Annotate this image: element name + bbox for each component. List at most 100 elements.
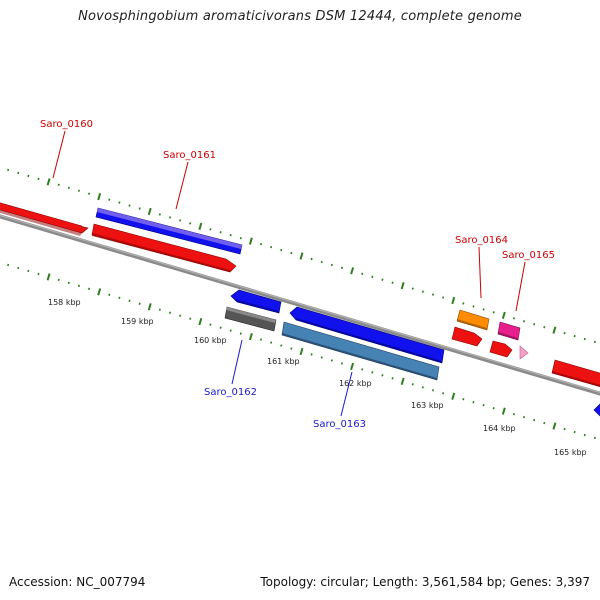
minor-tick [209, 228, 212, 231]
major-tick [552, 422, 557, 430]
minor-tick [88, 192, 91, 195]
gene-arrow[interactable] [593, 403, 600, 418]
major-tick [299, 347, 304, 356]
minor-tick [67, 281, 70, 285]
major-tick [451, 296, 456, 305]
minor-tick [128, 299, 131, 302]
major-tick [147, 207, 152, 216]
gene-arrow[interactable] [0, 200, 89, 234]
gene-label-saro-0162: Saro_0162 [204, 387, 257, 398]
gene-saro-0167[interactable] [593, 403, 600, 418]
minor-tick [57, 183, 60, 186]
accession-text: Accession: NC_007794 [9, 575, 146, 589]
minor-tick [330, 359, 333, 362]
minor-tick [259, 338, 263, 341]
minor-tick [421, 290, 424, 293]
gene-saro-0163[interactable] [289, 306, 445, 364]
major-tick [46, 178, 51, 186]
minor-tick [340, 362, 344, 365]
gene-saro-0163b[interactable] [281, 321, 440, 381]
major-tick [198, 318, 203, 326]
minor-tick [512, 317, 515, 320]
gene-saro-0161[interactable] [91, 223, 237, 273]
minor-tick [583, 433, 586, 437]
minor-tick [320, 260, 323, 264]
gene-saro-0162b[interactable] [224, 306, 277, 332]
minor-tick [371, 371, 374, 374]
genome-title: Novosphingobium aromaticivorans DSM 1244… [78, 9, 522, 24]
kbp-label-165: 165 kbp [554, 448, 587, 457]
major-tick [501, 407, 506, 415]
minor-tick [472, 305, 475, 308]
major-tick [350, 362, 355, 371]
minor-tick [381, 374, 384, 377]
kbp-label-160: 160 kbp [194, 336, 227, 345]
minor-tick [67, 186, 70, 189]
minor-tick [523, 415, 526, 419]
minor-tick [573, 334, 576, 338]
gene-arrow[interactable] [551, 359, 600, 389]
scale-ticks-top [7, 168, 596, 344]
gene-arrow[interactable] [519, 345, 529, 360]
major-tick [552, 326, 557, 334]
gene-saro-0164[interactable] [456, 309, 490, 331]
gene-arrow[interactable] [489, 340, 513, 358]
minor-tick [209, 323, 212, 326]
major-tick [400, 282, 405, 290]
gene-saro-0162[interactable] [230, 289, 282, 314]
minor-tick [77, 284, 80, 288]
minor-tick [77, 189, 80, 192]
minor-tick [17, 171, 20, 175]
minor-tick [108, 293, 111, 297]
kbp-label-159: 159 kbp [121, 317, 154, 326]
minor-tick [573, 430, 576, 434]
minor-tick [442, 392, 445, 395]
minor-tick [593, 340, 596, 344]
minor-tick [229, 329, 232, 332]
minor-tick [280, 344, 283, 347]
major-tick [46, 273, 51, 281]
minor-tick [543, 326, 546, 329]
gene-saro-0166[interactable] [551, 359, 600, 389]
minor-tick [583, 337, 586, 341]
minor-tick [270, 245, 273, 249]
minor-tick [280, 248, 283, 252]
minor-tick [270, 341, 273, 344]
gene-saro-0161b[interactable] [95, 207, 243, 255]
gene-saro-0165[interactable] [497, 321, 521, 341]
gene-arrow[interactable] [289, 306, 445, 364]
kbp-label-161: 161 kbp [267, 357, 300, 366]
gene-arrow[interactable] [451, 326, 483, 347]
minor-tick [229, 234, 232, 237]
minor-tick [563, 331, 566, 335]
gene-saro-0164b[interactable] [451, 326, 483, 347]
major-tick [451, 392, 456, 400]
minor-tick [290, 347, 293, 350]
minor-tick [492, 406, 495, 410]
minor-tick [411, 383, 414, 386]
gene-arrow[interactable] [456, 309, 490, 331]
kbp-label-162: 162 kbp [339, 379, 372, 388]
minor-tick [361, 368, 364, 371]
minor-tick [128, 204, 131, 207]
major-tick [501, 311, 506, 319]
minor-tick [17, 266, 20, 270]
gene-label-saro-0161: Saro_0161 [163, 150, 216, 161]
major-tick [97, 288, 102, 296]
minor-tick [421, 386, 424, 389]
minor-tick [523, 320, 526, 323]
minor-tick [138, 302, 141, 305]
gene-label-saro-0163: Saro_0163 [313, 419, 366, 430]
minor-tick [320, 356, 323, 359]
minor-tick [87, 287, 91, 291]
gene-saro-0165b[interactable] [489, 340, 513, 358]
minor-tick [179, 314, 182, 317]
minor-tick [168, 311, 172, 314]
minor-tick [442, 296, 445, 299]
minor-tick [189, 317, 192, 320]
minor-tick [158, 213, 161, 216]
gene-saro-0165c[interactable] [519, 345, 529, 360]
minor-tick [179, 219, 182, 222]
gene-saro-0160[interactable] [0, 200, 89, 236]
kbp-label-164: 164 kbp [483, 424, 516, 433]
